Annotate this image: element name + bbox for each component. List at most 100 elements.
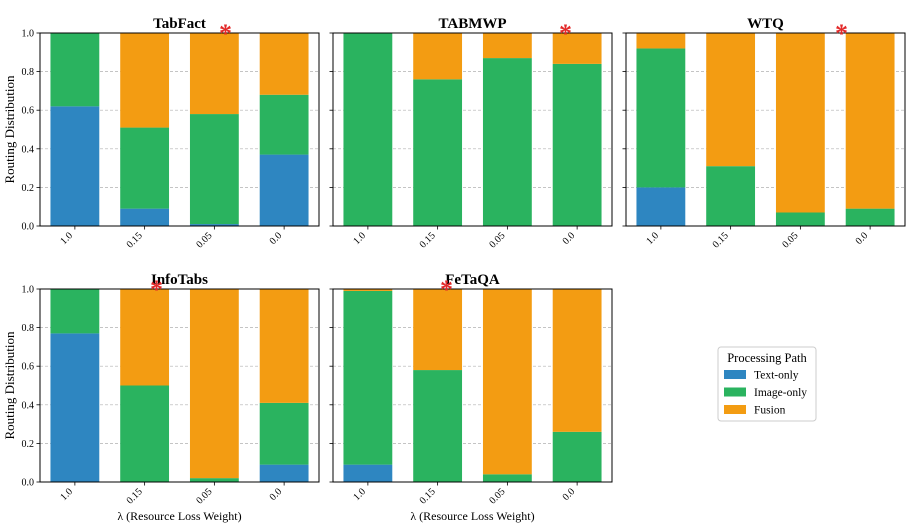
y-tick-label: 0.0: [22, 222, 35, 233]
y-tick-label: 1.0: [22, 29, 35, 40]
bar-image-only-0_0: [259, 402, 309, 465]
x-axis-label: λ (Resource Loss Weight): [410, 509, 534, 523]
bar-image-only-1_0: [50, 289, 100, 334]
highlight-star-marker: *: [835, 19, 848, 48]
highlight-star-marker: *: [219, 19, 232, 48]
bar-fusion-0_05: [775, 33, 825, 213]
bar-text-only-1_0: [343, 464, 393, 482]
bar-fusion-0_05: [482, 33, 532, 59]
bar-fusion-0_15: [413, 33, 463, 80]
x-tick-label: 1.0: [58, 230, 75, 247]
bar-image-only-0_05: [189, 478, 239, 482]
axes-frame: [332, 288, 613, 483]
bar-image-only-0_15: [706, 166, 756, 226]
highlight-star-marker: *: [559, 19, 572, 48]
legend: Processing Path Text-only Image-only Fusion: [717, 346, 817, 422]
subplot-title: WTQ: [747, 16, 784, 32]
bar-image-only-1_0: [50, 33, 100, 107]
subplot-title: TABMWP: [438, 16, 506, 32]
x-tick-label: 0.05: [487, 486, 507, 506]
bar-fusion-0_0: [259, 33, 309, 95]
bar-fusion-1_0: [343, 289, 393, 291]
y-axis-label: Routing Distribution: [2, 331, 17, 439]
x-tick-label: 0.05: [487, 230, 507, 250]
legend-swatch: [724, 370, 746, 379]
bar-fusion-0_0: [259, 289, 309, 403]
bar-fusion-0_15: [120, 289, 170, 386]
x-tick-label: 0.0: [268, 230, 285, 247]
x-tick-label: 0.15: [418, 230, 438, 250]
bar-fusion-0_0: [552, 289, 602, 432]
bar-fusion-0_15: [413, 289, 463, 371]
x-tick-label: 0.05: [194, 230, 214, 250]
axes-frame: [39, 32, 320, 227]
x-tick-label: 0.15: [711, 230, 731, 250]
x-tick-label: 0.0: [561, 486, 578, 503]
bar-fusion-1_0: [636, 33, 686, 49]
y-axis-label: Routing Distribution: [2, 75, 17, 183]
bar-text-only-0_0: [259, 464, 309, 482]
legend-swatch: [724, 387, 746, 397]
bar-image-only-0_15: [120, 385, 170, 482]
bar-image-only-0_05: [775, 212, 825, 226]
subplot-tabmwp: 1.0 0.15 0.05 0.0 TABMWP *: [329, 16, 613, 250]
y-tick-label: 0.0: [22, 478, 35, 489]
x-tick-label: 1.0: [351, 486, 368, 503]
bar-image-only-0_15: [120, 127, 170, 209]
bar-text-only-1_0: [50, 106, 100, 226]
y-tick-label: 0.4: [22, 400, 35, 411]
bar-image-only-0_0: [552, 63, 602, 226]
y-tick-label: 0.6: [22, 106, 35, 117]
subplot-title: InfoTabs: [151, 272, 208, 288]
bar-fusion-0_05: [482, 289, 532, 475]
y-tick-label: 0.4: [22, 144, 35, 155]
x-tick-label: 1.0: [644, 230, 661, 247]
subplot-infotabs: 1.0 0.15 0.05 0.0 0.0 0.2 0.4 0.6 0.8 1.0 InfoTabs…: [2, 272, 320, 523]
legend-item-label: Fusion: [754, 405, 786, 417]
legend-title: Processing Path: [727, 351, 807, 365]
bar-fusion-0_0: [552, 33, 602, 64]
bar-image-only-0_0: [552, 431, 602, 482]
bar-image-only-0_05: [482, 58, 532, 227]
bar-image-only-0_0: [845, 208, 895, 226]
x-tick-label: 0.0: [854, 230, 871, 247]
bar-image-only-0_15: [413, 370, 463, 482]
bar-image-only-0_0: [259, 94, 309, 155]
y-tick-label: 0.8: [22, 67, 35, 78]
bar-text-only-1_0: [50, 333, 100, 482]
bar-image-only-1_0: [343, 33, 393, 226]
axes-frame: [39, 288, 320, 483]
legend-swatch: [724, 405, 746, 414]
x-axis-label: λ (Resource Loss Weight): [117, 509, 241, 523]
bar-image-only-1_0: [343, 290, 393, 465]
bar-fusion-0_0: [845, 33, 895, 209]
bar-fusion-0_05: [189, 289, 239, 479]
x-tick-label: 1.0: [351, 230, 368, 247]
bar-image-only-0_15: [413, 79, 463, 226]
x-tick-label: 0.05: [780, 230, 800, 250]
y-tick-label: 0.2: [22, 183, 35, 194]
bar-text-only-0_15: [120, 208, 170, 226]
bar-fusion-0_05: [189, 33, 239, 115]
bar-image-only-0_05: [189, 114, 239, 225]
y-tick-label: 0.6: [22, 362, 35, 373]
x-tick-label: 0.15: [418, 486, 438, 506]
bar-text-only-0_05: [189, 224, 239, 226]
legend-item-label: Image-only: [754, 387, 807, 399]
x-tick-label: 1.0: [58, 486, 75, 503]
subplot-title: TabFact: [153, 16, 206, 32]
axes-frame: [332, 32, 613, 227]
y-tick-label: 0.2: [22, 439, 35, 450]
x-tick-label: 0.0: [561, 230, 578, 247]
x-tick-label: 0.05: [194, 486, 214, 506]
highlight-star-marker: *: [440, 275, 453, 304]
legend-item-label: Text-only: [754, 370, 799, 382]
subplot-fetaqa: 1.0 0.15 0.05 0.0 FeTaQA* λ (Resource Loss We…: [329, 272, 613, 523]
y-tick-label: 0.8: [22, 323, 35, 334]
legend-box: [717, 346, 817, 422]
subplot-title: FeTaQA: [445, 272, 500, 288]
highlight-star-marker: *: [150, 275, 163, 304]
bar-text-only-1_0: [636, 187, 686, 226]
bar-image-only-1_0: [636, 48, 686, 188]
